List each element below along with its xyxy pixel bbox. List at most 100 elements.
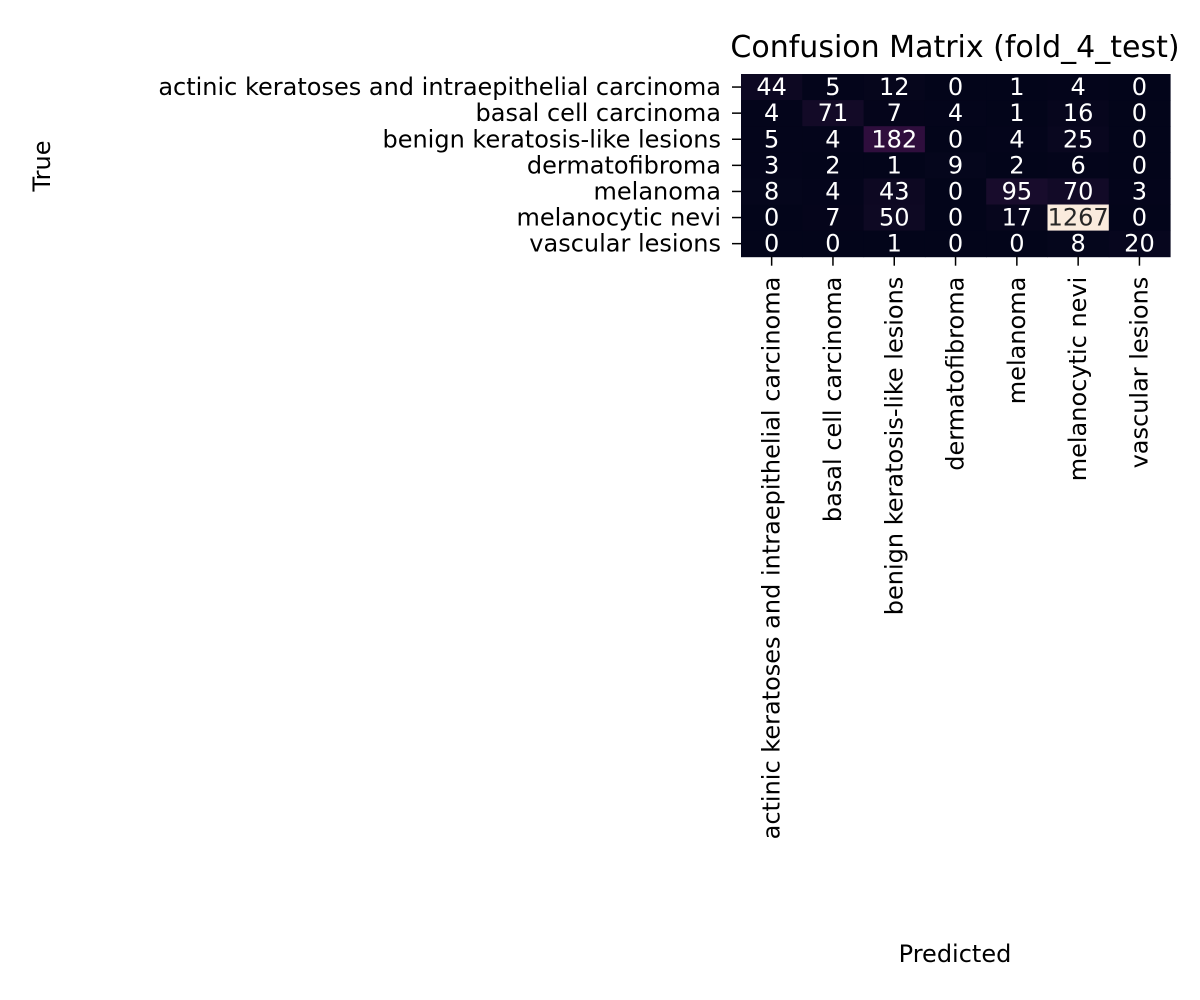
heatmap-cell	[802, 100, 865, 127]
heatmap-cell	[986, 126, 1048, 153]
cell-value-label: 0	[1132, 204, 1147, 232]
heatmap-cell	[802, 204, 865, 232]
cell-value-label: 43	[879, 177, 910, 205]
cell-value-label: 1	[1009, 73, 1024, 101]
cell-value-label: 182	[871, 125, 917, 153]
cell-value-label: 7	[825, 204, 840, 232]
cell-value-label: 0	[1132, 99, 1147, 127]
heatmap-cell	[741, 100, 803, 127]
cell-value-label: 8	[1071, 230, 1086, 258]
heatmap-cell	[1047, 152, 1110, 179]
heatmap-cell	[924, 204, 987, 232]
heatmap-cell	[986, 230, 1048, 258]
cell-value-label: 0	[764, 204, 779, 232]
x-tick-label: actinic keratoses and intraepithelial ca…	[758, 277, 786, 840]
heatmap-cell	[1108, 230, 1171, 258]
cell-value-label: 3	[1132, 177, 1147, 205]
heatmap-cell	[863, 204, 926, 232]
x-axis-title: Predicted	[899, 940, 1012, 968]
heatmap-cell	[802, 178, 865, 205]
cell-value-label: 0	[1132, 151, 1147, 179]
heatmap-cell	[1108, 204, 1171, 232]
heatmap-cell	[802, 230, 865, 258]
heatmap-cell	[1108, 152, 1171, 179]
heatmap-cell	[924, 178, 987, 205]
heatmap-cell	[741, 204, 803, 232]
cell-value-label: 4	[825, 177, 840, 205]
y-tick-label: melanoma	[594, 177, 722, 205]
heatmap-cell	[1108, 126, 1171, 153]
cell-value-label: 4	[948, 99, 963, 127]
x-axis: actinic keratoses and intraepithelial ca…	[758, 256, 1153, 840]
heatmap-cell	[986, 178, 1048, 205]
cell-value-label: 44	[756, 73, 787, 101]
heatmap-cell	[802, 74, 865, 101]
cell-value-label: 2	[1009, 151, 1024, 179]
cell-value-label: 0	[1132, 125, 1147, 153]
heatmap-cell	[863, 178, 926, 205]
x-tick-label: dermatofibroma	[942, 277, 970, 471]
heatmap-cell	[986, 152, 1048, 179]
cell-value-label: 16	[1063, 99, 1094, 127]
cell-value-label: 17	[1002, 204, 1033, 232]
heatmap-cell	[741, 230, 803, 258]
cell-value-label: 2	[825, 151, 840, 179]
cell-value-label: 5	[825, 73, 840, 101]
cell-value-label: 70	[1063, 177, 1094, 205]
cell-value-label: 25	[1063, 125, 1094, 153]
x-tick-label: basal cell carcinoma	[819, 277, 847, 522]
y-tick-label: actinic keratoses and intraepithelial ca…	[158, 73, 721, 101]
heatmap-cell-labels: 44 5 12 0 1 4 04 71 7 4 1 16 05 4 182 0 4 25 03 2 1 9 2 6 08 4 43 0…	[756, 73, 1154, 258]
cell-value-label: 0	[948, 177, 963, 205]
heatmap-cell	[802, 152, 865, 179]
heatmap-cell	[741, 152, 803, 179]
heatmap-cell	[1047, 126, 1110, 153]
heatmap-cell	[924, 74, 987, 101]
y-tick-label: dermatofibroma	[527, 151, 721, 179]
cell-value-label: 4	[764, 99, 779, 127]
cell-value-label: 71	[818, 99, 849, 127]
cell-value-label: 50	[879, 204, 910, 232]
cell-value-label: 0	[948, 73, 963, 101]
cell-value-label: 6	[1071, 151, 1086, 179]
cell-value-label: 0	[948, 230, 963, 258]
cell-value-label: 95	[1002, 177, 1033, 205]
cell-value-label: 0	[825, 230, 840, 258]
heatmap-cell	[986, 100, 1048, 127]
y-tick-label: benign keratosis-like lesions	[382, 125, 721, 153]
heatmap-cells	[741, 74, 1171, 258]
heatmap-cell	[1047, 100, 1110, 127]
heatmap-cell	[1047, 204, 1110, 232]
heatmap-cell	[986, 204, 1048, 232]
heatmap-cell	[1108, 74, 1171, 101]
cell-value-label: 0	[948, 204, 963, 232]
heatmap-cell	[986, 74, 1048, 101]
cell-value-label: 1267	[1048, 204, 1109, 232]
cell-value-label: 4	[825, 125, 840, 153]
cell-value-label: 1	[887, 151, 902, 179]
y-axis: actinic keratoses and intraepithelial ca…	[158, 73, 741, 258]
cell-value-label: 8	[764, 177, 779, 205]
cell-value-label: 20	[1124, 230, 1155, 258]
cell-value-label: 7	[887, 99, 902, 127]
x-tick-label: melanocytic nevi	[1064, 277, 1092, 482]
y-axis-title: True	[28, 141, 56, 193]
heatmap-cell	[924, 126, 987, 153]
cell-value-label: 12	[879, 73, 910, 101]
heatmap-cell	[1108, 100, 1171, 127]
heatmap-cell	[1047, 74, 1110, 101]
heatmap-cell	[802, 126, 865, 153]
heatmap-cell	[863, 230, 926, 258]
heatmap-cell	[741, 126, 803, 153]
heatmap-cell	[741, 178, 803, 205]
heatmap-cell	[1047, 178, 1110, 205]
heatmap-cell	[863, 74, 926, 101]
y-tick-label: melanocytic nevi	[516, 204, 721, 232]
y-tick-label: basal cell carcinoma	[476, 99, 721, 127]
cell-value-label: 0	[764, 230, 779, 258]
cell-value-label: 1	[887, 230, 902, 258]
heatmap-cell	[863, 100, 926, 127]
cell-value-label: 4	[1071, 73, 1086, 101]
heatmap-cell	[863, 152, 926, 179]
